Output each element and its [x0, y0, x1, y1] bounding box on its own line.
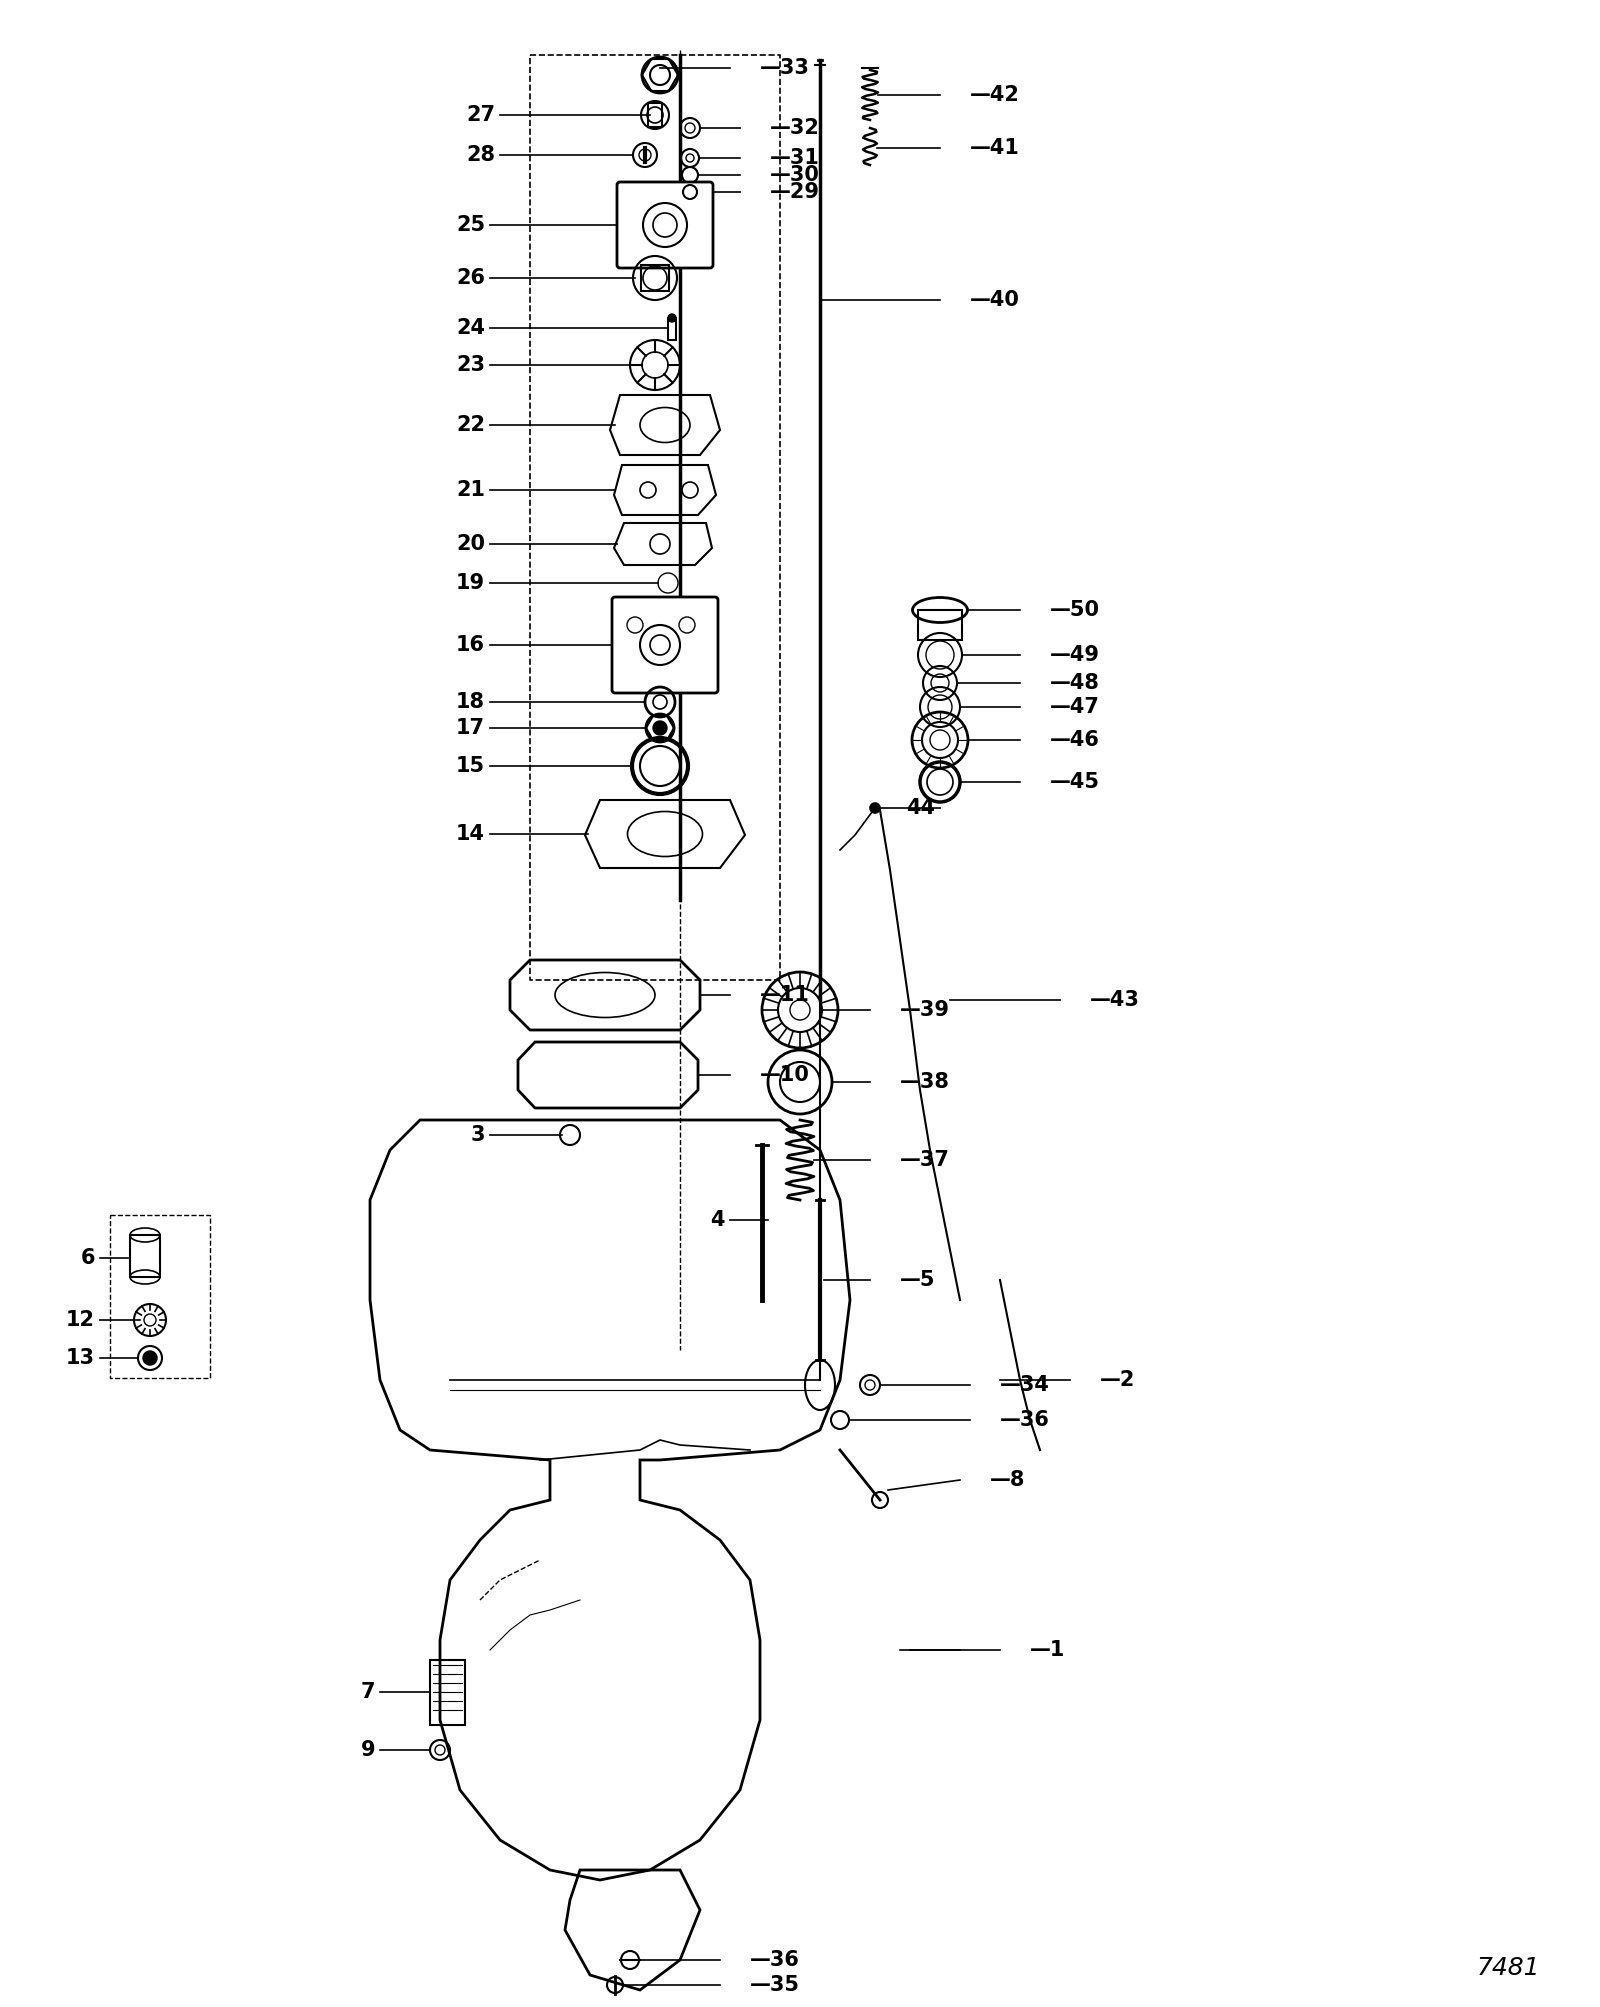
- Text: —30: —30: [770, 165, 819, 185]
- Text: 4: 4: [710, 1210, 725, 1230]
- Bar: [918, 610, 962, 640]
- Text: —43: —43: [1090, 989, 1139, 1010]
- Bar: [642, 265, 669, 291]
- Text: 23: 23: [456, 355, 485, 375]
- Text: —33: —33: [760, 58, 810, 78]
- Text: 22: 22: [456, 415, 485, 436]
- Text: 18: 18: [456, 692, 485, 712]
- Text: —38: —38: [899, 1072, 950, 1092]
- FancyBboxPatch shape: [611, 596, 718, 692]
- Text: 15: 15: [456, 757, 485, 777]
- Text: —10: —10: [760, 1066, 810, 1086]
- Bar: [669, 317, 675, 339]
- Text: —42: —42: [970, 84, 1019, 104]
- Text: —37: —37: [899, 1150, 950, 1170]
- Text: —5: —5: [899, 1270, 936, 1291]
- Text: —1: —1: [1030, 1640, 1066, 1660]
- Text: 12: 12: [66, 1311, 94, 1331]
- Text: 19: 19: [456, 574, 485, 592]
- Text: 17: 17: [456, 719, 485, 739]
- Text: 44: 44: [906, 799, 934, 819]
- Text: 13: 13: [66, 1349, 94, 1369]
- Text: 6: 6: [80, 1248, 94, 1268]
- Text: —45: —45: [1050, 773, 1101, 793]
- Text: —39: —39: [899, 999, 950, 1020]
- Text: —49: —49: [1050, 644, 1101, 664]
- Text: 3: 3: [470, 1126, 485, 1146]
- Circle shape: [870, 803, 880, 813]
- Text: 20: 20: [456, 534, 485, 554]
- Bar: [130, 1234, 160, 1276]
- Text: —31: —31: [770, 149, 819, 169]
- Text: —34: —34: [1000, 1375, 1050, 1395]
- Text: 25: 25: [456, 215, 485, 235]
- Text: 7481: 7481: [1477, 1957, 1539, 1981]
- Text: —40: —40: [970, 289, 1019, 309]
- Text: —48: —48: [1050, 672, 1099, 692]
- Circle shape: [142, 1351, 157, 1365]
- Text: —32: —32: [770, 118, 819, 138]
- Text: 24: 24: [456, 317, 485, 337]
- Text: 28: 28: [466, 145, 494, 165]
- Text: —46: —46: [1050, 731, 1099, 751]
- Bar: [430, 1660, 466, 1724]
- Text: 27: 27: [466, 104, 494, 124]
- Text: —36: —36: [1000, 1411, 1050, 1431]
- Circle shape: [653, 721, 667, 735]
- Text: —2: —2: [1101, 1371, 1136, 1391]
- Text: 9: 9: [360, 1740, 374, 1760]
- Bar: [648, 102, 662, 126]
- FancyBboxPatch shape: [618, 183, 714, 269]
- Text: 14: 14: [456, 825, 485, 845]
- Text: —47: —47: [1050, 696, 1099, 716]
- Text: —29: —29: [770, 183, 819, 203]
- Text: —36: —36: [750, 1951, 800, 1971]
- Circle shape: [669, 313, 675, 321]
- Text: —35: —35: [750, 1975, 800, 1995]
- Text: —11: —11: [760, 985, 810, 1006]
- Text: —8: —8: [990, 1469, 1026, 1489]
- Text: —41: —41: [970, 138, 1019, 159]
- Text: 16: 16: [456, 634, 485, 654]
- Text: —50: —50: [1050, 600, 1101, 620]
- Text: 21: 21: [456, 480, 485, 500]
- Text: 26: 26: [456, 269, 485, 287]
- Text: 7: 7: [360, 1682, 374, 1702]
